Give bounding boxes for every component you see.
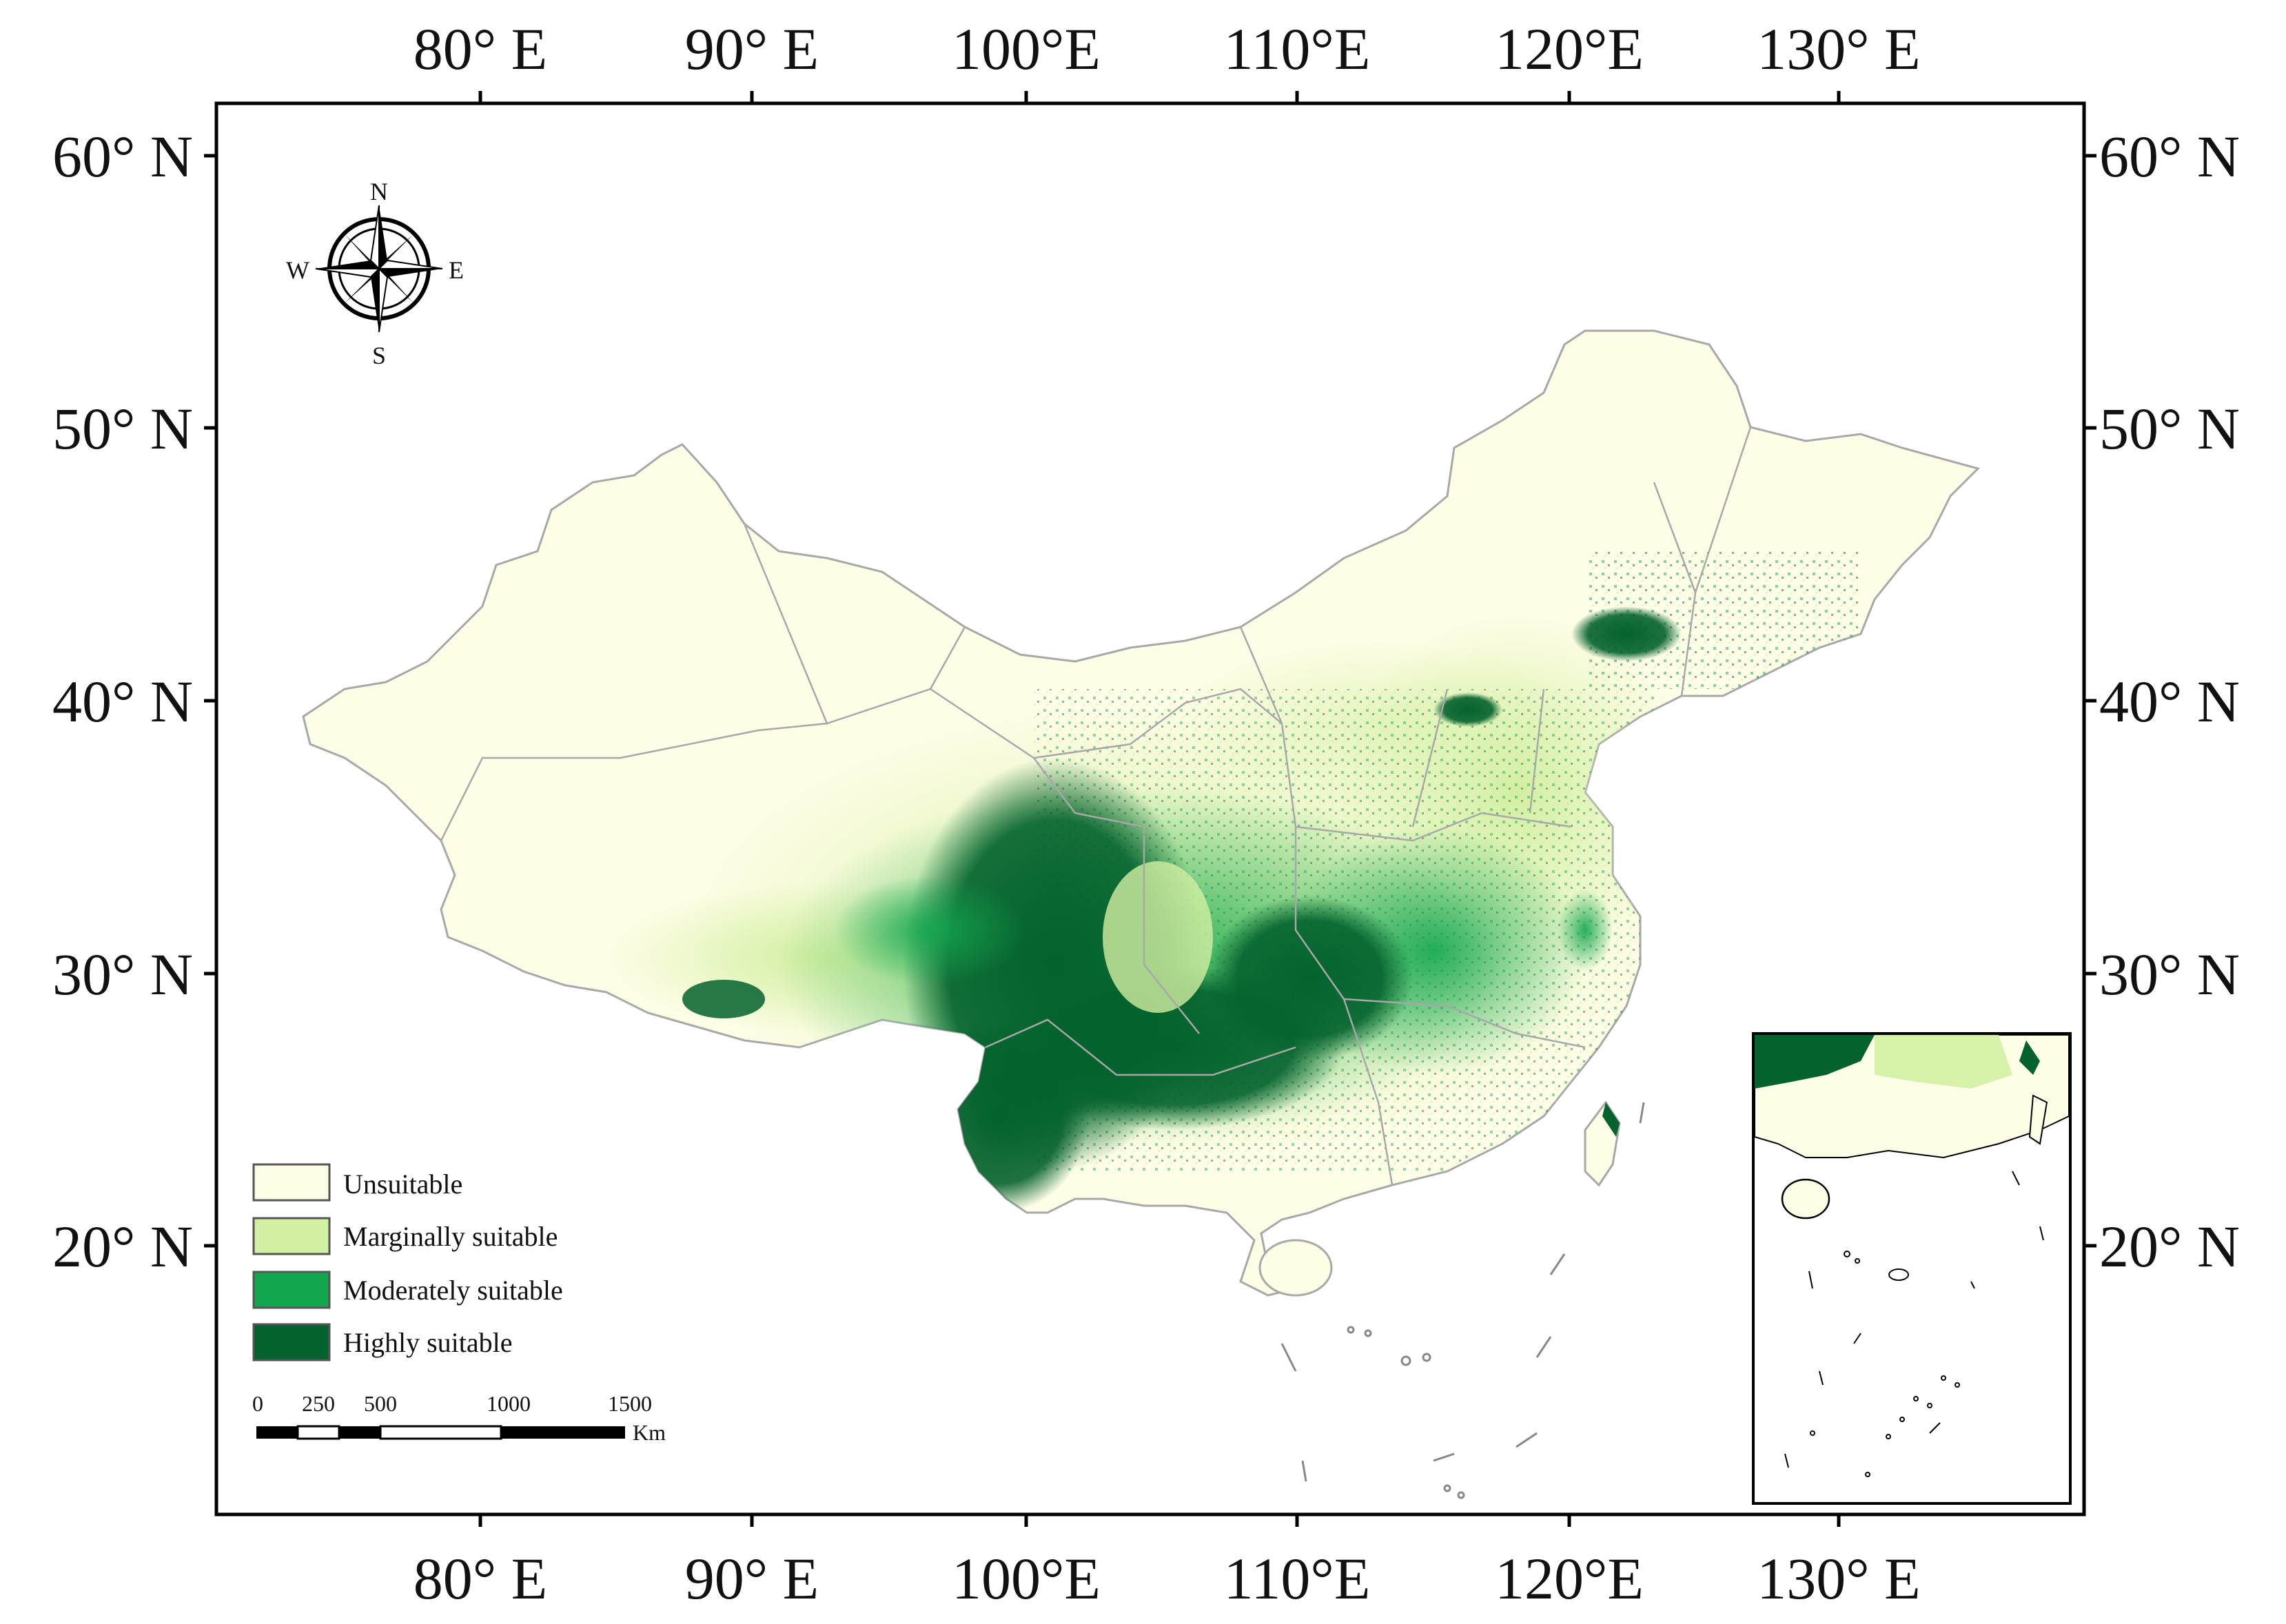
lon-label-bottom: 100°E — [952, 1545, 1101, 1612]
scale-label: 250 — [302, 1391, 335, 1416]
compass-west: W — [286, 256, 309, 284]
scale-unit: Km — [633, 1420, 666, 1445]
legend-swatch-moderate — [252, 1271, 331, 1309]
legend-label: Highly suitable — [343, 1327, 513, 1358]
scale-label: 500 — [364, 1391, 397, 1416]
lon-label-top: 110°E — [1224, 16, 1371, 82]
lat-label-right: 40° N — [2099, 668, 2240, 734]
province-borders — [440, 426, 1752, 1186]
lat-label-left: 40° N — [52, 668, 193, 734]
lon-label-top: 130° E — [1757, 16, 1920, 82]
compass-east: E — [449, 256, 464, 284]
south-china-sea-inset — [1752, 1032, 2072, 1505]
legend-label: Moderately suitable — [343, 1275, 563, 1306]
lon-label-top: 100°E — [952, 16, 1101, 82]
lon-label-bottom: 120°E — [1495, 1545, 1644, 1612]
scale-label: 1500 — [608, 1391, 652, 1416]
legend-swatch-unsuitable — [252, 1163, 331, 1202]
south-sea-features — [1280, 1102, 1645, 1499]
lon-label-bottom: 90° E — [685, 1545, 819, 1612]
lat-label-right: 20° N — [2099, 1213, 2240, 1279]
compass-south: S — [372, 342, 386, 369]
lat-label-right: 50° N — [2099, 395, 2240, 462]
suitability-overlay — [606, 551, 1861, 1213]
lon-label-top: 90° E — [685, 16, 819, 82]
lat-label-left: 50° N — [52, 395, 193, 462]
legend-label: Unsuitable — [343, 1169, 462, 1200]
legend-label: Marginally suitable — [343, 1221, 558, 1252]
lat-label-left: 30° N — [52, 941, 193, 1007]
lon-label-top: 80° E — [414, 16, 547, 82]
compass-north: N — [370, 178, 388, 205]
lat-label-left: 20° N — [52, 1213, 193, 1279]
lat-label-left: 60° N — [52, 123, 193, 189]
scale-bar: 0 250 500 1000 1500 Km — [252, 1391, 666, 1445]
lon-label-bottom: 130° E — [1757, 1545, 1920, 1612]
legend: Unsuitable Marginally suitable Moderatel… — [252, 1163, 563, 1361]
scale-label: 0 — [252, 1391, 263, 1416]
lon-label-bottom: 80° E — [414, 1545, 547, 1612]
lon-label-top: 120°E — [1495, 16, 1644, 82]
north-arrow-compass — [315, 205, 443, 333]
china-landmass — [302, 329, 1980, 1499]
hainan-island — [1258, 1239, 1333, 1297]
lon-label-bottom: 110°E — [1224, 1545, 1371, 1612]
lat-label-right: 60° N — [2099, 123, 2240, 189]
scale-label: 1000 — [487, 1391, 531, 1416]
lat-label-right: 30° N — [2099, 941, 2240, 1007]
frame-ticks — [204, 91, 2096, 1527]
legend-swatch-marginal — [252, 1217, 331, 1255]
legend-swatch-high — [252, 1323, 331, 1361]
